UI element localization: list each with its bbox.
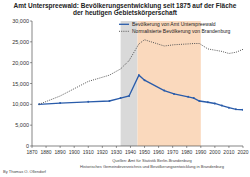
series-line <box>39 75 243 110</box>
x-tick <box>60 146 61 148</box>
series-marker <box>163 90 165 92</box>
x-tick-label: 2000 <box>209 149 220 155</box>
y-tick-label: 20,000 <box>12 60 29 66</box>
y-tick <box>30 146 32 147</box>
x-tick-label: 1960 <box>153 149 164 155</box>
series-line <box>39 40 243 105</box>
x-tick <box>116 146 117 148</box>
y-tick <box>30 104 32 105</box>
series-marker <box>87 101 89 103</box>
x-tick <box>158 146 159 148</box>
x-tick-label: 1920 <box>97 149 108 155</box>
source-note: Quellen: Amt für Statistik Berlin-Brande… <box>112 158 192 163</box>
x-tick <box>243 146 244 148</box>
x-axis <box>32 146 243 147</box>
y-tick-label: 5,000 <box>15 122 29 128</box>
x-tick-label: 1970 <box>167 149 178 155</box>
x-tick-label: 1910 <box>83 149 94 155</box>
x-tick-label: 1990 <box>195 149 206 155</box>
x-tick <box>88 146 89 148</box>
y-tick-label: 25,000 <box>12 39 29 45</box>
series-marker <box>235 108 237 110</box>
y-tick <box>30 83 32 84</box>
title-line: der heutigen Gebietskörperschaft <box>73 9 178 17</box>
x-tick <box>200 146 201 148</box>
series-marker <box>120 97 122 99</box>
legend-swatch <box>119 31 129 32</box>
series-marker <box>138 74 140 76</box>
x-tick-label: 1980 <box>181 149 192 155</box>
y-tick-label: 10,000 <box>12 101 29 107</box>
plot-area <box>38 21 243 146</box>
x-tick-label: 1930 <box>111 149 122 155</box>
legend-label: Normalisierte Bevölkerung von Brandenbur… <box>132 28 231 34</box>
x-tick-label: 1940 <box>125 149 136 155</box>
series-marker <box>173 93 175 95</box>
title: Amt Unterspreewald: Bevölkerungsentwickl… <box>14 2 237 17</box>
series-marker <box>108 100 110 102</box>
series-marker <box>198 100 200 102</box>
series-marker <box>128 95 130 97</box>
y-tick <box>30 125 32 126</box>
y-tick <box>30 41 32 42</box>
x-tick <box>46 146 47 148</box>
x-tick-label: 1900 <box>69 149 80 155</box>
x-tick-label: 1890 <box>55 149 66 155</box>
x-tick <box>74 146 75 148</box>
x-tick <box>32 146 33 148</box>
y-tick-label: 30,000 <box>12 18 29 24</box>
x-tick-label: 2020 <box>237 149 248 155</box>
series-marker <box>193 97 195 99</box>
series-marker <box>187 96 189 98</box>
series-marker <box>228 107 230 109</box>
source-note: Historisches Gemeindeverzeichnis und Bev… <box>80 164 224 169</box>
x-tick-label: 2010 <box>223 149 234 155</box>
series-marker <box>214 103 216 105</box>
x-tick-label: 1870 <box>26 149 37 155</box>
x-tick <box>102 146 103 148</box>
legend-label: Bevölkerung von Amt Unterspreewald <box>132 21 216 27</box>
series-marker <box>221 105 223 107</box>
y-tick-label: 15,000 <box>12 81 29 87</box>
y-tick <box>30 21 32 22</box>
x-tick <box>130 146 131 148</box>
series-marker <box>59 102 61 104</box>
x-tick <box>144 146 145 148</box>
x-tick <box>228 146 229 148</box>
x-tick-label: 1950 <box>139 149 150 155</box>
x-tick <box>214 146 215 148</box>
chart: 05,00010,00015,00020,00025,00030,0001870… <box>0 0 250 177</box>
x-tick <box>172 146 173 148</box>
x-tick-label: 1880 <box>41 149 52 155</box>
author: By Thomas O. Ollendorf <box>3 169 47 174</box>
period-band <box>138 21 201 146</box>
series-marker <box>242 109 243 111</box>
x-tick <box>186 146 187 148</box>
y-tick <box>30 62 32 63</box>
series-marker <box>207 101 209 103</box>
legend-swatch <box>119 24 129 25</box>
series-marker <box>144 79 146 81</box>
